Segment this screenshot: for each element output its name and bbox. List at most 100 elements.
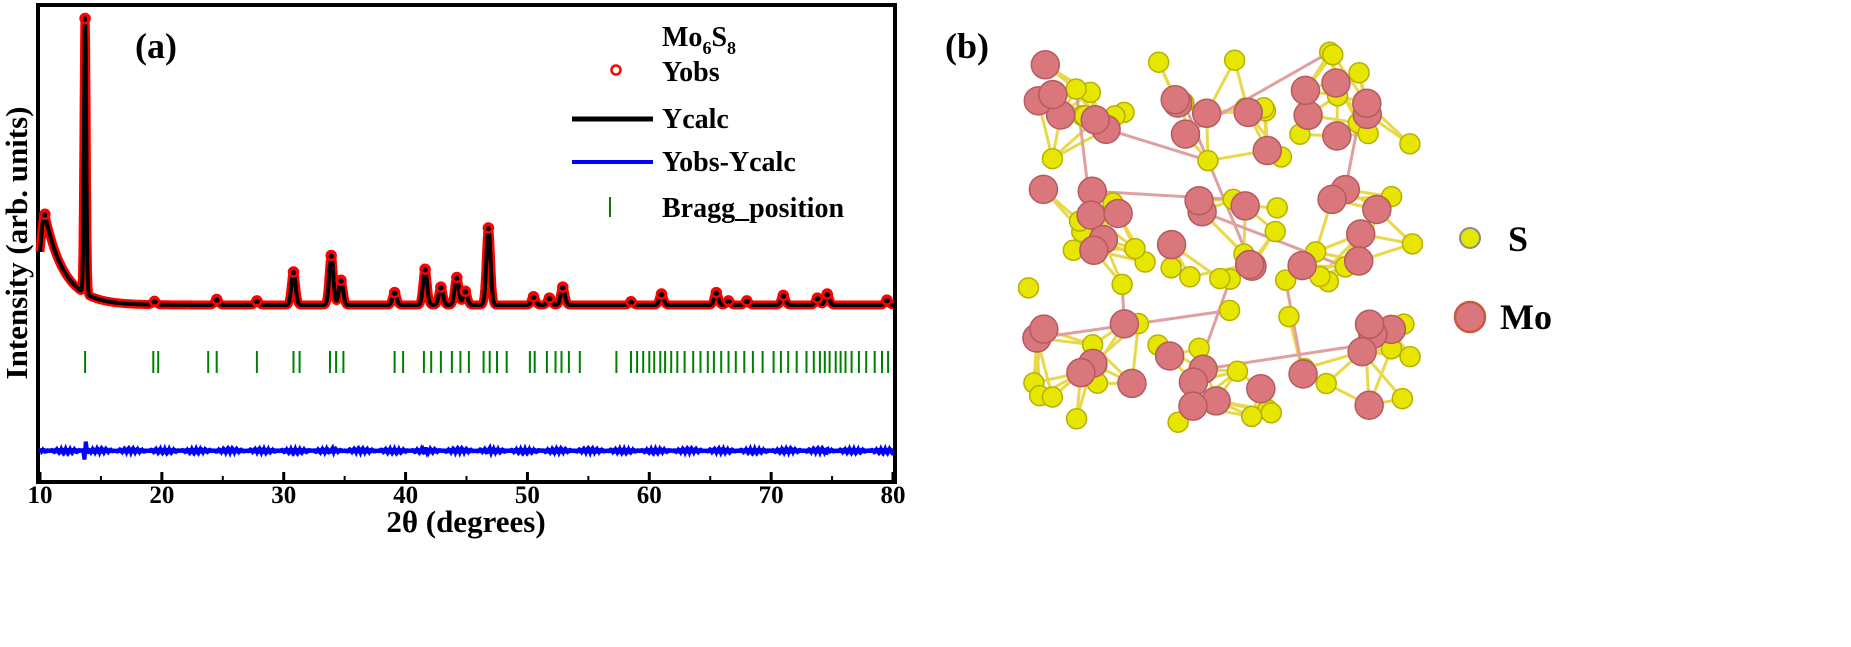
yobs-point xyxy=(451,271,463,284)
yobs-point xyxy=(419,263,431,275)
molybdenum-atom xyxy=(1233,97,1263,128)
sulfur-atom xyxy=(1124,237,1146,260)
sulfur-atom xyxy=(1160,256,1182,279)
x-tick-label: 20 xyxy=(149,482,174,509)
molybdenum-atom-swatch xyxy=(1453,300,1487,334)
legend-compound: Mo6S8 xyxy=(662,22,736,58)
molybdenum-atom xyxy=(1317,184,1347,215)
molybdenum-atom xyxy=(1252,135,1283,166)
sulfur-atom xyxy=(1065,78,1087,100)
molybdenum-atom xyxy=(1362,194,1392,225)
molybdenum-atom xyxy=(1288,359,1318,389)
crystal-structure-panel: (b) S Mo xyxy=(945,26,1552,433)
molybdenum-atom xyxy=(1290,75,1321,106)
yobs-point xyxy=(881,294,893,306)
x-tick-label: 10 xyxy=(28,482,53,509)
x-tick-label: 60 xyxy=(637,482,662,509)
sulfur-atom xyxy=(1226,360,1249,383)
difference-series xyxy=(38,441,895,460)
sulfur-atom xyxy=(1274,269,1297,291)
molybdenum-atom xyxy=(1076,200,1106,230)
legend-marker-yobs xyxy=(610,64,622,76)
structure-legend-label-s: S xyxy=(1508,219,1528,259)
molybdenum-atom xyxy=(1191,98,1222,129)
molybdenum-atom xyxy=(1321,68,1351,98)
yobs-point xyxy=(777,289,790,302)
sulfur-atom-swatch xyxy=(1459,227,1481,249)
structure-legend-label-mo: Mo xyxy=(1500,297,1552,337)
sulfur-atom xyxy=(1348,62,1370,84)
yobs-point xyxy=(811,292,824,304)
molybdenum-atom xyxy=(1030,50,1061,80)
plot-frame xyxy=(36,3,897,484)
molybdenum-atom xyxy=(1184,185,1214,216)
yobs-point xyxy=(79,12,91,25)
legend-label-yobs: Yobs xyxy=(662,57,720,88)
yobs-point xyxy=(210,293,223,306)
x-tick-label: 70 xyxy=(759,482,784,509)
molybdenum-atom xyxy=(1103,198,1133,229)
yobs-point xyxy=(325,249,337,262)
structure-legend: S Mo xyxy=(1453,219,1552,337)
molybdenum-atom xyxy=(1028,174,1059,205)
molybdenum-atom xyxy=(1234,249,1265,280)
yobs-point xyxy=(435,281,447,293)
molybdenum-atom xyxy=(1347,336,1377,367)
yobs-point xyxy=(655,288,668,300)
yobs-point xyxy=(557,281,569,293)
sulfur-atom xyxy=(1278,305,1300,328)
molybdenum-atom xyxy=(1287,250,1317,281)
molybdenum-atom xyxy=(1345,219,1376,249)
yobs-point xyxy=(251,295,263,307)
molybdenum-atom xyxy=(1352,88,1382,118)
molybdenum-atom xyxy=(1246,373,1276,404)
molybdenum-atom xyxy=(1156,229,1187,260)
molybdenum-atom xyxy=(1343,246,1374,276)
molybdenum-atom xyxy=(1322,121,1352,151)
sulfur-atom xyxy=(1041,147,1064,170)
mo6s8-structure-image xyxy=(1017,41,1424,433)
sulfur-atom xyxy=(1147,51,1170,73)
legend-label-diff: Yobs-Ycalc xyxy=(662,147,796,178)
molybdenum-atom xyxy=(1354,390,1384,421)
sulfur-atom xyxy=(1179,266,1201,288)
yobs-point xyxy=(722,295,735,307)
sulfur-atom xyxy=(1391,387,1414,410)
x-axis-label: 2θ (degrees) xyxy=(386,504,545,539)
molybdenum-atom xyxy=(1117,368,1147,399)
yobs-point xyxy=(741,295,753,307)
sulfur-atom xyxy=(1399,133,1421,155)
molybdenum-atom xyxy=(1079,235,1109,266)
sulfur-atom xyxy=(1240,405,1263,428)
molybdenum-atom xyxy=(1354,309,1385,340)
yobs-point xyxy=(388,286,401,299)
sulfur-atom xyxy=(1399,345,1421,368)
sulfur-atom xyxy=(1167,411,1189,433)
yobs-point xyxy=(482,222,495,234)
yobs-point xyxy=(39,208,51,221)
sulfur-atom xyxy=(1260,401,1283,424)
sulfur-atom xyxy=(1041,386,1064,408)
sulfur-atom xyxy=(1322,43,1344,66)
sulfur-atom xyxy=(1065,408,1088,430)
yobs-point xyxy=(287,266,300,278)
yobs-point xyxy=(148,295,161,308)
yobs-point xyxy=(335,274,347,286)
yobs-point xyxy=(543,292,556,304)
y-axis-label: Intensity (arb. units) xyxy=(0,106,34,379)
molybdenum-atom xyxy=(1038,79,1068,110)
sulfur-atom xyxy=(1266,197,1288,219)
x-axis-ticks: 10 20 30 40 50 60 70 80 xyxy=(28,472,906,509)
molybdenum-atom xyxy=(1066,357,1096,388)
molybdenum-atom xyxy=(1109,309,1140,339)
molybdenum-atom xyxy=(1080,105,1110,135)
legend-label-ycalc: Ycalc xyxy=(662,104,729,135)
molybdenum-atom xyxy=(1293,100,1323,131)
yobs-point xyxy=(821,288,833,300)
x-tick-label: 40 xyxy=(393,482,418,509)
molybdenum-atom xyxy=(1178,391,1208,421)
sulfur-atom xyxy=(1223,49,1246,71)
sulfur-atom xyxy=(1218,299,1241,322)
panel-a-label: (a) xyxy=(135,26,177,66)
